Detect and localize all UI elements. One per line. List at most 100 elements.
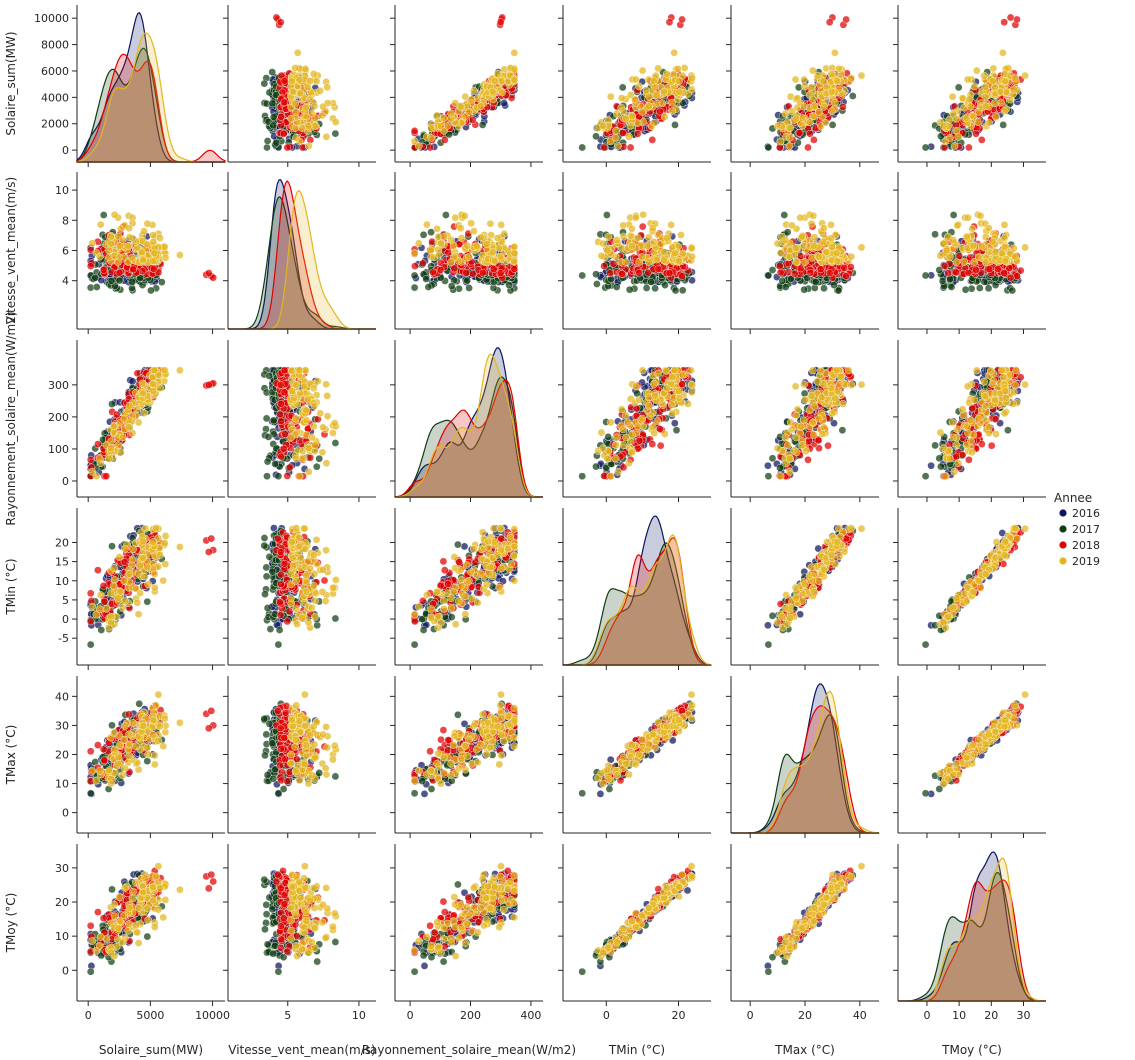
- scatter-point: [809, 211, 818, 220]
- scatter-point: [269, 121, 278, 130]
- scatter-point: [966, 102, 975, 111]
- scatter-point: [427, 134, 436, 142]
- scatter-point: [465, 108, 473, 116]
- scatter-point: [410, 283, 419, 292]
- scatter-point: [965, 95, 974, 104]
- scatter-point: [433, 224, 441, 233]
- scatter-point: [687, 244, 696, 253]
- scatter-point: [828, 243, 836, 251]
- scatter-point: [125, 224, 133, 232]
- scatter-point: [648, 224, 657, 232]
- scatter-point: [1001, 257, 1010, 266]
- scatter-point: [981, 83, 990, 92]
- scatter-point: [952, 268, 961, 277]
- scatter-point: [827, 221, 835, 229]
- scatter-point: [120, 253, 129, 261]
- scatter-point: [962, 232, 971, 241]
- scatter-point: [149, 257, 157, 266]
- panel-vitesse-vent-mean-m-s-vs-rayonnement-solaire-mean-w-m2: [390, 172, 543, 334]
- scatter-point: [668, 107, 677, 115]
- scatter-point: [822, 248, 831, 256]
- scatter-point: [128, 278, 136, 286]
- scatter-point: [996, 87, 1005, 96]
- scatter-point: [974, 253, 983, 261]
- scatter-point: [110, 210, 119, 219]
- scatter-point: [105, 246, 113, 255]
- scatter-point: [611, 134, 620, 142]
- scatter-point: [510, 257, 518, 266]
- scatter-point: [978, 136, 986, 144]
- scatter-point: [626, 122, 635, 130]
- scatter-point: [958, 94, 967, 102]
- scatter-point: [161, 253, 170, 262]
- scatter-point: [820, 224, 828, 232]
- scatter-point: [656, 240, 665, 248]
- scatter-point: [828, 121, 837, 129]
- scatter-point: [444, 248, 453, 257]
- scatter-point: [825, 18, 834, 27]
- scatter-point: [442, 211, 450, 219]
- scatter-point: [798, 232, 807, 241]
- scatter-point: [124, 242, 132, 250]
- scatter-point: [652, 255, 661, 264]
- scatter-point: [268, 99, 277, 108]
- scatter-point: [670, 49, 679, 57]
- scatter-point: [137, 248, 146, 256]
- kde-curve-2018: [76, 53, 226, 163]
- scatter-point: [796, 213, 805, 222]
- scatter-point: [279, 129, 288, 138]
- scatter-point: [288, 87, 297, 96]
- scatter-point: [785, 134, 794, 142]
- scatter-point: [773, 122, 782, 130]
- scatter-point: [625, 285, 634, 294]
- scatter-point: [963, 75, 972, 84]
- scatter-point: [292, 108, 300, 116]
- scatter-point: [613, 236, 621, 244]
- scatter-point: [970, 82, 979, 91]
- scatter-point: [791, 75, 800, 84]
- scatter-point: [260, 79, 269, 88]
- scatter-point: [312, 77, 321, 86]
- scatter-point: [1013, 15, 1021, 24]
- scatter-point: [322, 132, 331, 141]
- scatter-point: [785, 142, 794, 150]
- scatter-point: [638, 253, 647, 261]
- scatter-point: [671, 286, 680, 295]
- scatter-point: [964, 213, 972, 222]
- scatter-point: [293, 49, 302, 57]
- scatter-point: [618, 129, 627, 137]
- scatter-point: [463, 241, 472, 250]
- scatter-point: [776, 262, 784, 270]
- scatter-point: [88, 239, 96, 248]
- scatter-point: [639, 210, 648, 219]
- scatter-point: [807, 219, 816, 228]
- scatter-point: [795, 129, 804, 137]
- scatter-point: [600, 143, 608, 152]
- scatter-point: [607, 92, 615, 101]
- scatter-point: [984, 284, 993, 293]
- scatter-point: [96, 220, 105, 229]
- scatter-point: [954, 132, 963, 141]
- scatter-point: [603, 246, 612, 255]
- scatter-point: [652, 91, 661, 99]
- scatter-point: [936, 251, 945, 260]
- scatter-point: [954, 83, 963, 92]
- scatter-point: [497, 77, 506, 85]
- scatter-point: [1001, 77, 1010, 85]
- scatter-point: [1000, 18, 1009, 27]
- scatter-point: [671, 121, 679, 129]
- scatter-point: [842, 272, 850, 281]
- scatter-point: [660, 256, 668, 265]
- scatter-point: [931, 230, 939, 239]
- scatter-point: [500, 99, 508, 107]
- scatter-point: [150, 249, 159, 258]
- scatter-point: [470, 87, 478, 95]
- scatter-point: [635, 82, 643, 91]
- scatter-point: [280, 76, 289, 85]
- scatter-point: [592, 270, 600, 279]
- scatter-point: [625, 132, 633, 141]
- scatter-point: [272, 13, 281, 22]
- scatter-point: [1021, 71, 1029, 80]
- scatter-point: [651, 284, 659, 293]
- scatter-point: [510, 265, 519, 273]
